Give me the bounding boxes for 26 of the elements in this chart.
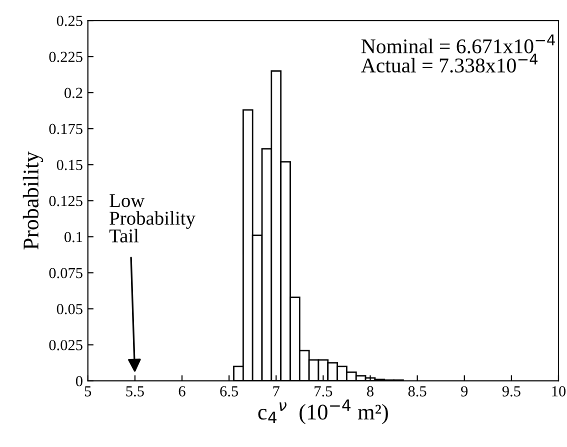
y-tick-label: 0.225 bbox=[49, 52, 82, 62]
y-tick-label: 0.175 bbox=[49, 124, 82, 134]
y-tick-label: 0.075 bbox=[49, 268, 82, 278]
y-tick-label: 0.15 bbox=[56, 160, 82, 170]
text: Nominal = 6.671x10$^{−4}$ Actual = 7.338x10$^{−4}$ bbox=[361, 34, 555, 73]
x-tick-label: 7.5 bbox=[314, 386, 332, 397]
x-tick-label: 6.5 bbox=[220, 386, 238, 397]
x-tick-label: 6 bbox=[178, 386, 186, 396]
x-tick-label: 8 bbox=[367, 386, 374, 396]
y-axis-title: Probability bbox=[22, 151, 44, 250]
y-tick-label: 0.125 bbox=[49, 196, 82, 206]
x-tick-label: 9.5 bbox=[502, 386, 520, 397]
x-tick-label: 5 bbox=[84, 386, 92, 396]
x-tick-label: 7 bbox=[273, 386, 280, 396]
y-tick-label: 0.025 bbox=[49, 340, 82, 350]
x-tick-label: 8.5 bbox=[408, 386, 426, 397]
y-tick-label: 0 bbox=[76, 376, 82, 386]
annotation: Low Probability Tail bbox=[109, 194, 196, 243]
x-tick-label: 5.5 bbox=[126, 386, 144, 397]
x-axis-title: c$_{4}$$^{ν}$ (10$^{−4}$ m²) bbox=[258, 400, 388, 424]
x-tick-label: 10 bbox=[552, 386, 566, 396]
y-tick-label: 0.25 bbox=[56, 16, 82, 26]
x-tick-label: 9 bbox=[461, 386, 468, 396]
y-tick-label: 0.05 bbox=[56, 304, 82, 314]
y-tick-label: 0.1 bbox=[64, 232, 82, 242]
y-tick-label: 0.2 bbox=[64, 88, 82, 98]
